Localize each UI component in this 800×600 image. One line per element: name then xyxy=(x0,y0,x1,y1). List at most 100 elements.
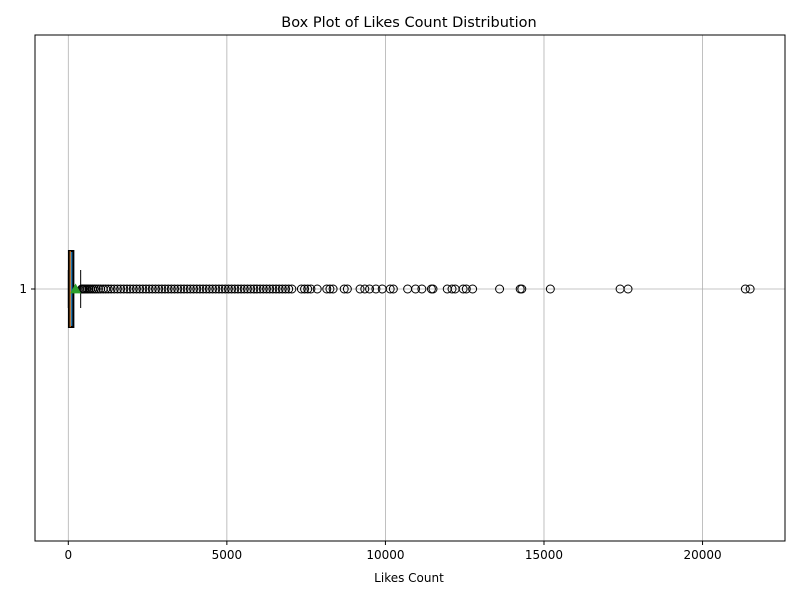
outlier-point xyxy=(417,284,427,294)
outlier-point xyxy=(201,284,211,294)
outlier-point xyxy=(428,284,438,294)
plot-frame xyxy=(34,34,786,542)
outlier-point xyxy=(355,284,365,294)
outlier-point xyxy=(138,284,148,294)
plot-area: 0 5000 10000 15000 20000 1 xyxy=(19,34,786,562)
outlier-point xyxy=(151,284,161,294)
outlier-point xyxy=(262,284,272,294)
outlier-point xyxy=(447,284,457,294)
outlier-point xyxy=(468,284,478,294)
outlier-point xyxy=(91,284,101,294)
outlier-point xyxy=(106,284,116,294)
outlier-point xyxy=(185,284,195,294)
outlier-point xyxy=(154,284,164,294)
outlier-point xyxy=(265,284,275,294)
x-tick-label: 0 xyxy=(64,548,72,562)
outlier-point xyxy=(128,284,138,294)
outlier-point xyxy=(211,284,221,294)
outlier-point xyxy=(258,284,268,294)
outlier-point xyxy=(365,284,375,294)
outlier-point xyxy=(131,284,141,294)
outlier-point xyxy=(458,284,468,294)
outlier-point xyxy=(103,284,113,294)
outlier-point xyxy=(312,284,322,294)
outlier-point xyxy=(195,284,205,294)
outlier-point xyxy=(217,284,227,294)
outlier-point xyxy=(144,284,154,294)
x-tick-label: 15000 xyxy=(525,548,563,562)
outlier-point xyxy=(227,284,237,294)
outlier-point xyxy=(325,284,335,294)
outlier-point xyxy=(157,284,167,294)
outlier-point xyxy=(322,284,332,294)
x-tick-label: 20000 xyxy=(683,548,721,562)
outlier-point xyxy=(119,284,129,294)
outlier-point xyxy=(176,284,186,294)
outlier-point xyxy=(233,284,243,294)
outlier-point xyxy=(623,284,633,294)
outlier-point xyxy=(342,284,352,294)
outlier-point xyxy=(287,284,297,294)
outlier-point xyxy=(271,284,281,294)
outlier-point xyxy=(189,284,199,294)
outlier-point xyxy=(306,284,316,294)
outlier-point xyxy=(303,284,313,294)
outlier-point xyxy=(236,284,246,294)
outlier-point xyxy=(109,284,119,294)
outlier-point xyxy=(274,284,284,294)
outlier-point xyxy=(239,284,249,294)
outlier-point xyxy=(214,284,224,294)
outlier-point xyxy=(545,284,555,294)
outlier-point xyxy=(740,284,750,294)
outlier-point xyxy=(163,284,173,294)
outlier-point xyxy=(192,284,202,294)
outlier-point xyxy=(411,284,421,294)
outlier-point xyxy=(147,284,157,294)
outlier-point xyxy=(220,284,230,294)
outlier-point xyxy=(242,284,252,294)
outlier-point xyxy=(173,284,183,294)
outlier-point xyxy=(182,284,192,294)
outlier-point xyxy=(360,284,370,294)
outlier-point xyxy=(300,284,310,294)
y-tick-label: 1 xyxy=(19,282,27,296)
outlier-point xyxy=(204,284,214,294)
outlier-point xyxy=(328,284,338,294)
outlier-point xyxy=(230,284,240,294)
outlier-point xyxy=(461,284,471,294)
outlier-point xyxy=(388,284,398,294)
outlier-point xyxy=(745,284,755,294)
outlier-point xyxy=(517,284,527,294)
outlier-point xyxy=(170,284,180,294)
outlier-point xyxy=(179,284,189,294)
outlier-point xyxy=(255,284,265,294)
outlier-point xyxy=(125,284,135,294)
outlier-point xyxy=(284,284,294,294)
outlier-point xyxy=(268,284,278,294)
outlier-point xyxy=(141,284,151,294)
outlier-point xyxy=(296,284,306,294)
x-tick-label: 10000 xyxy=(366,548,404,562)
outlier-point xyxy=(281,284,291,294)
outlier-point xyxy=(339,284,349,294)
outlier-point xyxy=(277,284,287,294)
outlier-point xyxy=(249,284,259,294)
outlier-point xyxy=(112,284,122,294)
x-axis-label: Likes Count xyxy=(374,571,444,585)
outlier-point xyxy=(116,284,126,294)
outlier-point xyxy=(135,284,145,294)
outlier-point xyxy=(160,284,170,294)
outlier-point xyxy=(198,284,208,294)
outlier-point xyxy=(223,284,233,294)
x-tick-label: 5000 xyxy=(212,548,243,562)
chart-title: Box Plot of Likes Count Distribution xyxy=(281,15,536,31)
outlier-point xyxy=(122,284,132,294)
outlier-point xyxy=(246,284,256,294)
outlier-point xyxy=(252,284,262,294)
outlier-point xyxy=(208,284,218,294)
outlier-point xyxy=(385,284,395,294)
outlier-point xyxy=(101,284,111,294)
outlier-point xyxy=(371,284,381,294)
